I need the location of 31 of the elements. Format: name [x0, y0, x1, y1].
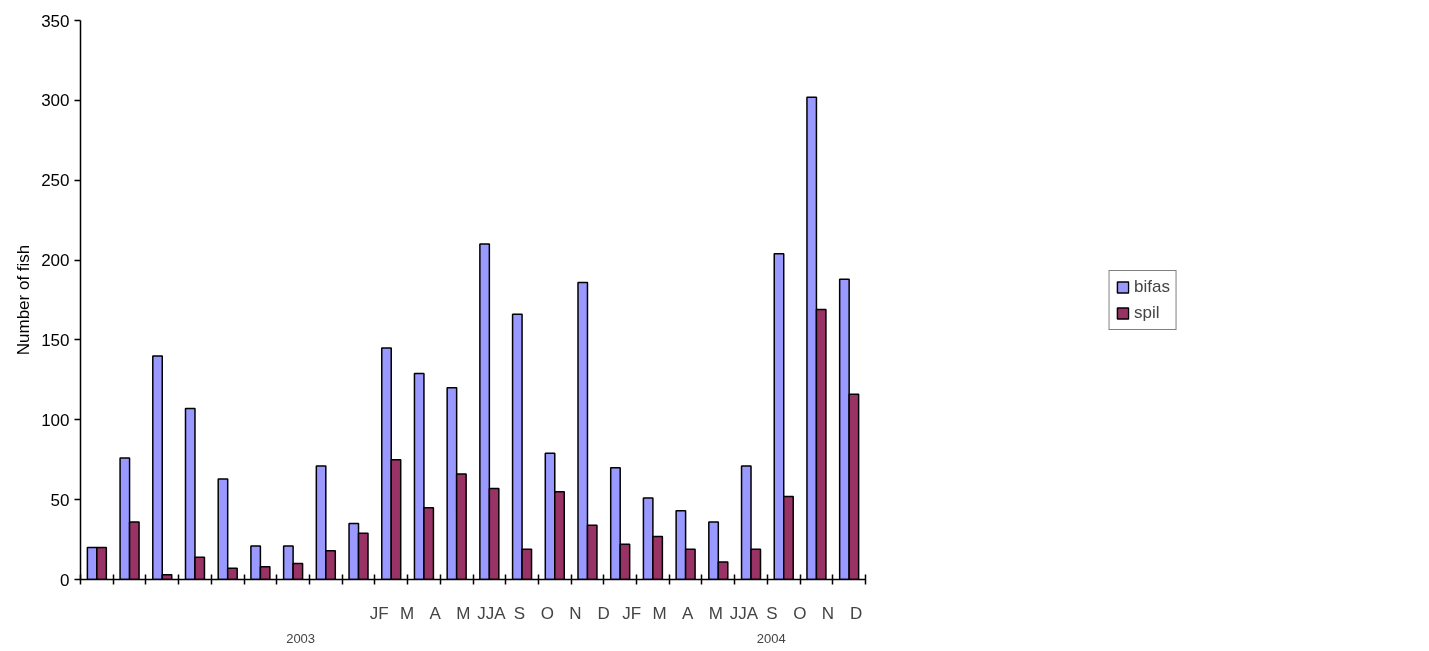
text: M — [708, 603, 723, 623]
text: M — [456, 603, 471, 623]
text: D — [849, 603, 863, 623]
y-tick-label: 350 — [41, 11, 70, 31]
text: S — [766, 603, 778, 623]
text: JF — [622, 603, 642, 623]
legend-label: bifas — [1134, 276, 1170, 297]
y-tick-label: 0 — [60, 570, 70, 590]
text: O — [540, 603, 555, 623]
y-tick-label: 300 — [41, 91, 70, 111]
text: JJA — [477, 603, 507, 623]
text: M — [400, 603, 415, 623]
y-tick-label: 200 — [41, 251, 70, 271]
text: O — [793, 603, 807, 623]
text: JF — [369, 603, 389, 623]
text: A — [429, 603, 442, 623]
text: N — [821, 603, 835, 623]
y-tick-label: 50 — [50, 490, 70, 510]
text: M — [652, 603, 667, 623]
y-tick-label: 100 — [41, 410, 70, 430]
y-axis-title: Number of fish — [14, 244, 34, 356]
text: 2004 — [756, 630, 786, 646]
text: 2003 — [286, 630, 316, 646]
text: D — [597, 603, 610, 623]
text: A — [682, 603, 695, 623]
text: JJA — [729, 603, 759, 623]
text: S — [513, 603, 526, 623]
legend-label: spil — [1134, 302, 1160, 323]
y-tick-label: 150 — [41, 330, 70, 350]
text: N — [569, 603, 582, 623]
y-tick-label: 250 — [41, 171, 70, 191]
